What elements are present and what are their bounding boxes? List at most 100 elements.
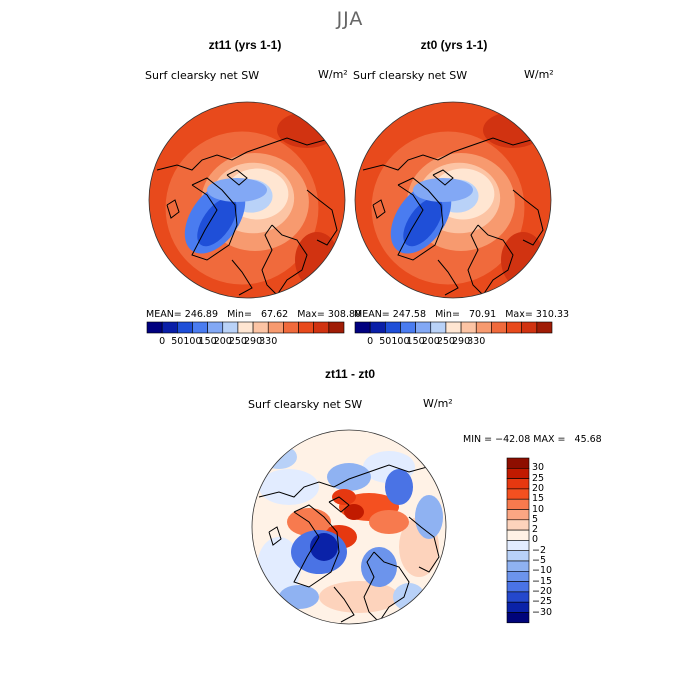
colorbar-tick: −25: [532, 596, 553, 608]
colorbar-tick: 100: [183, 336, 202, 347]
colorbar-swatch: [506, 509, 530, 521]
colorbar-tick: 50: [171, 336, 184, 347]
colorbar-tick: 330: [259, 336, 278, 347]
colorbar-swatch: [506, 612, 530, 624]
colorbar-tick: −15: [532, 575, 553, 587]
diff-blob: [332, 489, 356, 505]
panel-2-stats: MEAN= 247.58 Min= 70.91 Max= 310.33: [354, 309, 570, 320]
coastline: [363, 551, 410, 623]
colorbar-swatch: [506, 560, 530, 572]
coastline: [333, 586, 355, 623]
coastline: [362, 137, 546, 171]
diff-blob: [259, 469, 319, 505]
diff-blob: [344, 504, 364, 520]
greenland-low: [197, 197, 237, 247]
colorbar-tick: 200: [421, 336, 440, 347]
greenland-low: [403, 197, 443, 247]
colorbar-swatch: [506, 550, 530, 562]
diff-stats: MIN = −42.08 MAX = 45.68: [463, 434, 602, 445]
colorbar-tick: 150: [198, 336, 217, 347]
colorbar-tick: 5: [532, 513, 539, 525]
colorbar-swatch: [328, 321, 345, 334]
colorbar-swatch: [536, 321, 553, 334]
colorbar-tick: −10: [532, 565, 553, 577]
colorbar-tick: 30: [532, 462, 545, 474]
colorbar-tick: 100: [391, 336, 410, 347]
coastline: [437, 259, 459, 296]
diff-units: W/m²: [423, 397, 453, 410]
colorbar-swatch: [506, 467, 530, 479]
colorbar-tick: 250: [436, 336, 455, 347]
colorbar-tick: 50: [379, 336, 392, 347]
coastline: [258, 464, 442, 498]
colorbar-swatch: [506, 540, 530, 552]
diff-blob: [385, 469, 413, 505]
colorbar-tick: 200: [213, 336, 232, 347]
panel-1-title: zt11 (yrs 1-1): [208, 38, 282, 52]
colorbar-swatch: [506, 457, 530, 469]
coastline: [397, 177, 444, 261]
colorbar-tick: 25: [532, 472, 545, 484]
coastline: [432, 169, 454, 186]
colorbar-tick: 0: [532, 534, 539, 546]
colorbar-swatch: [506, 581, 530, 593]
colorbar-tick: 0: [159, 336, 166, 347]
map-border: [251, 429, 447, 625]
colorbar-tick: 150: [406, 336, 425, 347]
colorbar-swatch: [506, 478, 530, 490]
field-band: [207, 178, 267, 202]
colorbar-tick: −2: [532, 544, 547, 556]
colorbar-tick: 2: [532, 524, 539, 536]
colorbar-tick: 290: [451, 336, 471, 347]
colorbar-swatch: [506, 570, 530, 582]
colorbar-swatch: [506, 591, 530, 603]
panel-2-variable: Surf clearsky net SW: [353, 69, 468, 82]
diff-blob: [369, 510, 409, 534]
panel-2-title: zt0 (yrs 1-1): [420, 38, 488, 52]
colorbar-tick: 290: [243, 336, 263, 347]
field-band: [413, 178, 473, 202]
coastline: [512, 189, 544, 246]
diff-blob: [327, 463, 371, 491]
coastline: [306, 189, 338, 246]
colorbar-tick: 20: [532, 482, 545, 494]
colorbar-swatch: [506, 601, 530, 613]
coastline: [226, 169, 248, 186]
coastline: [268, 526, 282, 546]
panel-1-variable: Surf clearsky net SW: [145, 69, 260, 82]
colorbar-tick: 250: [228, 336, 247, 347]
colorbar-tick: 10: [532, 503, 545, 515]
panel-1-units: W/m²: [318, 68, 348, 81]
coastline: [328, 496, 350, 513]
coastline: [261, 224, 308, 296]
colorbar-tick: 15: [532, 493, 545, 505]
coastline: [231, 259, 253, 296]
colorbar-swatch: [506, 529, 530, 541]
colorbar-tick: −30: [532, 606, 553, 618]
colorbar-tick: 330: [467, 336, 486, 347]
colorbar-swatch: [506, 519, 530, 531]
coastline: [191, 177, 238, 261]
diff-blob: [319, 581, 399, 613]
coastline: [408, 516, 440, 573]
diff-title: zt11 - zt0: [324, 367, 375, 381]
map-border: [148, 101, 346, 299]
colorbar-swatch: [506, 498, 530, 510]
colorbar-swatch: [506, 488, 530, 500]
coastline: [372, 199, 386, 219]
coastline: [467, 224, 514, 296]
colorbar-tick: −20: [532, 585, 553, 597]
coastline: [166, 199, 180, 219]
season-title: JJA: [336, 8, 364, 30]
diff-variable: Surf clearsky net SW: [248, 398, 363, 411]
coastline: [156, 137, 340, 171]
coastline: [293, 504, 340, 588]
colorbar-tick: 0: [367, 336, 374, 347]
panel-1-stats: MEAN= 246.89 Min= 67.62 Max= 308.80: [146, 309, 362, 320]
map-border: [354, 101, 552, 299]
